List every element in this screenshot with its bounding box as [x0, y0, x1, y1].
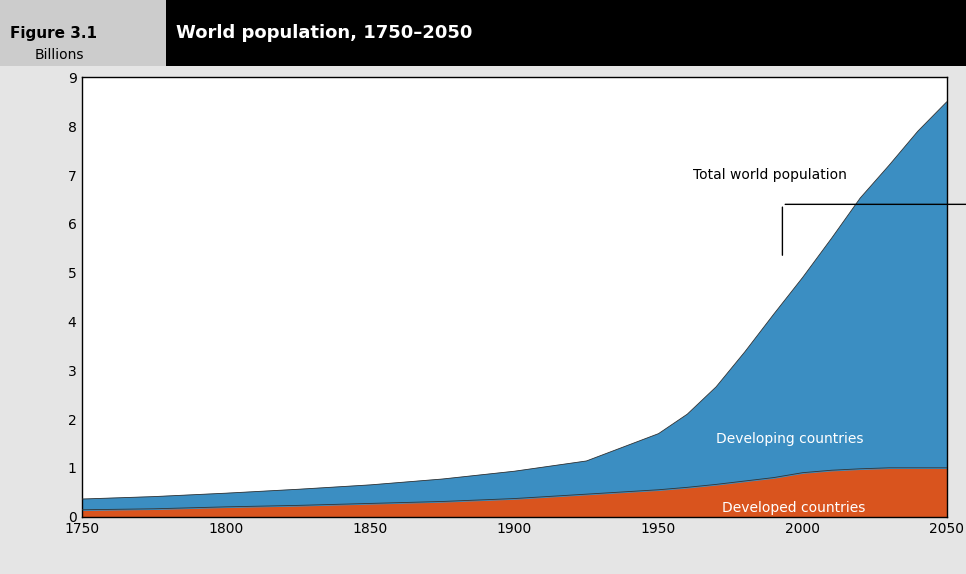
Text: Developed countries: Developed countries: [722, 501, 866, 515]
Text: World population, 1750–2050: World population, 1750–2050: [176, 24, 472, 42]
Bar: [166, 0, 966, 66]
Bar: [0, 0, 166, 66]
Text: Developing countries: Developing countries: [716, 432, 864, 445]
Text: Billions: Billions: [35, 48, 84, 62]
Text: Total world population: Total world population: [693, 168, 847, 183]
Text: Figure 3.1: Figure 3.1: [10, 25, 97, 41]
